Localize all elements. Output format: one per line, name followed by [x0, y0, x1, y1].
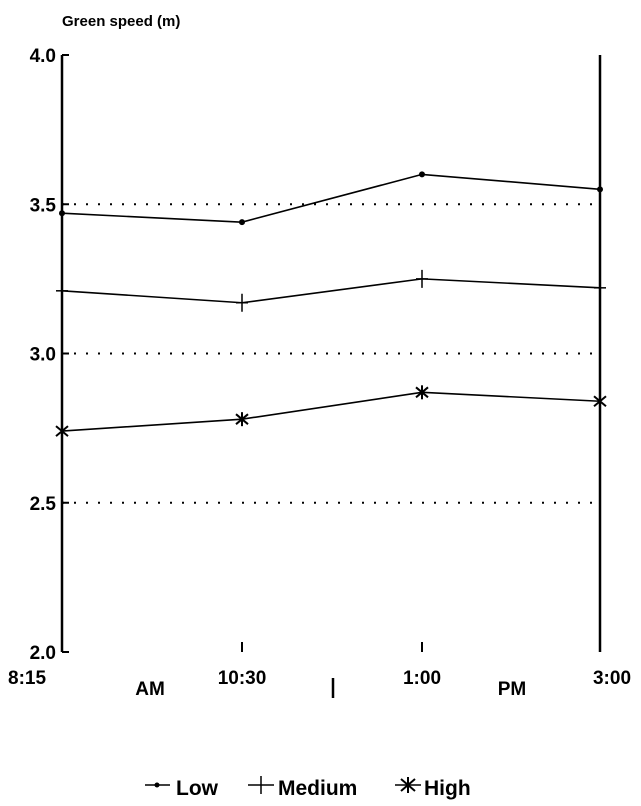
legend-item-medium: Medium [248, 776, 357, 800]
x-tick-label: 8:15 [8, 668, 46, 689]
data-point [55, 424, 69, 439]
data-point [415, 385, 429, 400]
x-tick-label: 1:00 [403, 668, 441, 689]
grid-lines [62, 203, 600, 504]
series-line [61, 173, 601, 223]
x-axis-ticks: 8:15 10:30 1:00 3:00 [8, 642, 631, 689]
data-point [56, 281, 68, 300]
data-point [597, 186, 603, 193]
series-line [61, 391, 601, 432]
y-axis-ticks: 2.0 2.5 3.0 3.5 4.0 [30, 46, 69, 664]
x-tick-label: 3:00 [593, 668, 631, 689]
x-tick-label: 10:30 [218, 668, 267, 689]
data-point [416, 269, 428, 288]
legend: Low Medium High [145, 776, 471, 800]
data-point [59, 210, 65, 217]
data-point [239, 219, 245, 226]
legend-label-high: High [424, 777, 471, 800]
series-lines [55, 171, 607, 439]
series-high [55, 385, 607, 439]
series-medium [56, 269, 606, 312]
y-tick-label: 2.5 [30, 494, 57, 515]
legend-label-medium: Medium [278, 777, 357, 800]
y-tick-label: 3.0 [30, 345, 56, 366]
series-line [61, 278, 601, 304]
y-tick-label: 2.0 [30, 643, 56, 664]
period-label-pm: PM [498, 679, 527, 700]
series-low [59, 171, 603, 226]
asterisk-marker-icon [400, 777, 416, 793]
data-point [593, 394, 607, 409]
data-point [419, 171, 425, 178]
legend-label-low: Low [176, 777, 219, 800]
chart-title: Green speed (m) [62, 13, 180, 30]
data-point [236, 293, 248, 312]
y-tick-label: 3.5 [30, 195, 57, 216]
data-point [594, 278, 606, 297]
y-tick-label: 4.0 [30, 46, 56, 67]
dot-marker-icon [154, 782, 160, 788]
legend-item-high: High [395, 777, 471, 800]
period-label-am: AM [135, 679, 165, 700]
data-point [235, 412, 249, 427]
legend-item-low: Low [145, 777, 219, 800]
